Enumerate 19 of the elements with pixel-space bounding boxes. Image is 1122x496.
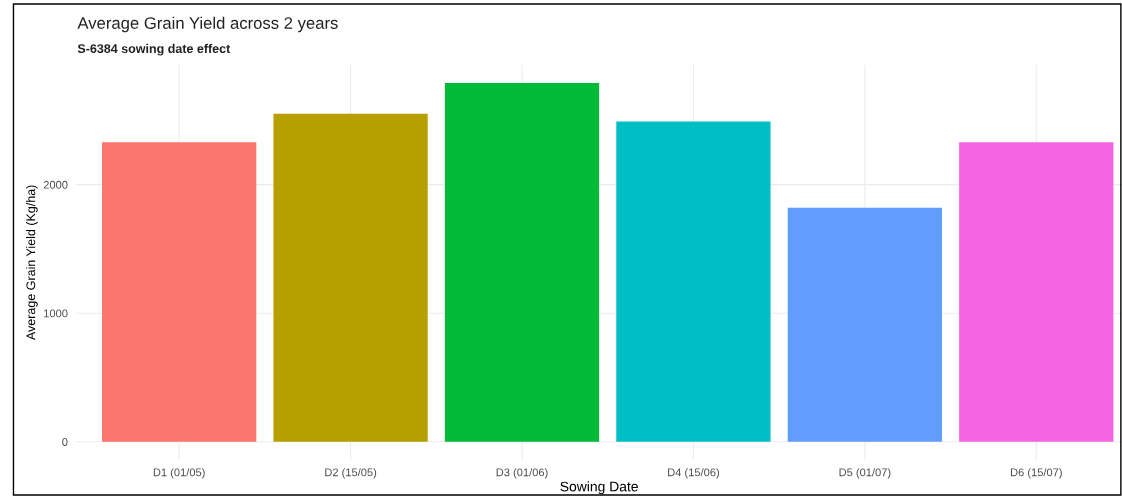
y-axis-title: Average Grain Yield (Kg/ha) <box>26 185 38 341</box>
bar <box>102 142 257 442</box>
x-tick-label: D5 (01/07) <box>839 468 891 479</box>
x-tick-label: D3 (01/06) <box>496 468 548 479</box>
x-tick-label: D4 (15/06) <box>668 468 719 479</box>
bar <box>959 142 1114 442</box>
x-axis-title: Sowing Date <box>560 481 638 495</box>
x-tick-label: D1 (01/05) <box>153 468 205 479</box>
x-tick-label: D2 (15/05) <box>325 468 377 479</box>
y-tick-label: 1000 <box>44 309 68 318</box>
bar <box>616 121 771 442</box>
chart-subtitle: S-6384 sowing date effect <box>77 43 231 56</box>
bar <box>787 207 942 442</box>
chart-title: Average Grain Yield across 2 years <box>77 16 338 33</box>
bar <box>444 82 600 442</box>
bar <box>273 113 428 442</box>
x-tick-label: D6 (15/07) <box>1010 468 1062 479</box>
y-tick-label: 0 <box>62 438 68 446</box>
y-tick-label: 2000 <box>43 180 68 189</box>
